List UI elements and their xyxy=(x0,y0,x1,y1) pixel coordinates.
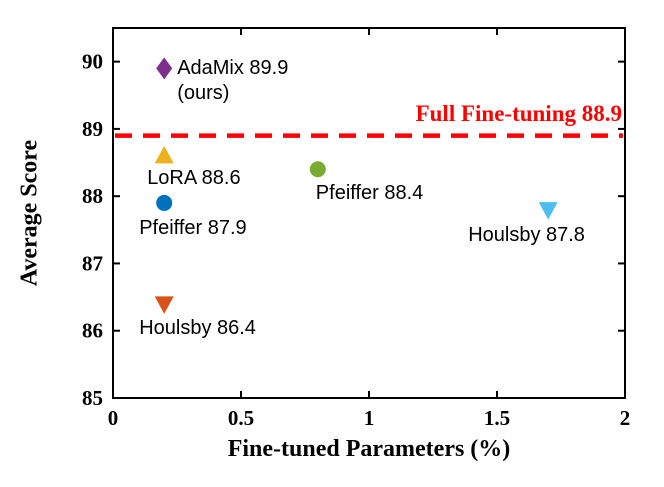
y-tick-label-0: 85 xyxy=(82,386,103,410)
annotation-adamix-line1: AdaMix 89.9 xyxy=(177,57,289,80)
annotation-adamix: AdaMix 89.9 (ours) xyxy=(177,56,288,106)
y-tick-label-4: 89 xyxy=(82,117,103,141)
y-axis-label: Average Score xyxy=(16,139,43,287)
x-tick-label-2: 1 xyxy=(364,406,375,430)
marker-houlsby-87-8 xyxy=(538,202,558,220)
marker-pfeiffer-87-9 xyxy=(156,194,173,211)
x-tick-label-3: 1.5 xyxy=(484,406,510,430)
marker-houlsby-86-4 xyxy=(154,296,174,314)
annotation-houlsby-cyan: Houlsby 87.8 xyxy=(468,223,585,246)
x-tick-label-4: 2 xyxy=(620,406,631,430)
annotation-houlsby-orange: Houlsby 86.4 xyxy=(139,316,256,339)
annotation-pfeiffer-blue: Pfeiffer 87.9 xyxy=(139,216,247,239)
marker-lora-88-6 xyxy=(154,145,174,164)
marker-adamix-89-9 xyxy=(156,57,173,80)
x-tick-label-1: 0.5 xyxy=(228,406,254,430)
y-tick-label-3: 88 xyxy=(82,184,103,208)
y-tick-label-2: 87 xyxy=(82,251,103,275)
y-tick-label-1: 86 xyxy=(82,319,103,343)
annotation-adamix-line2: (ours) xyxy=(177,82,230,105)
x-axis-label: Fine-tuned Parameters (%) xyxy=(227,436,511,462)
annotation-lora: LoRA 88.6 xyxy=(147,166,241,189)
y-tick-label-5: 90 xyxy=(82,50,103,74)
marker-pfeiffer-88-4 xyxy=(309,161,326,178)
full-finetuning-label: Full Fine-tuning 88.9 xyxy=(415,100,622,126)
x-tick-label-0: 0 xyxy=(108,406,119,430)
annotation-pfeiffer-green: Pfeiffer 88.4 xyxy=(315,182,424,205)
